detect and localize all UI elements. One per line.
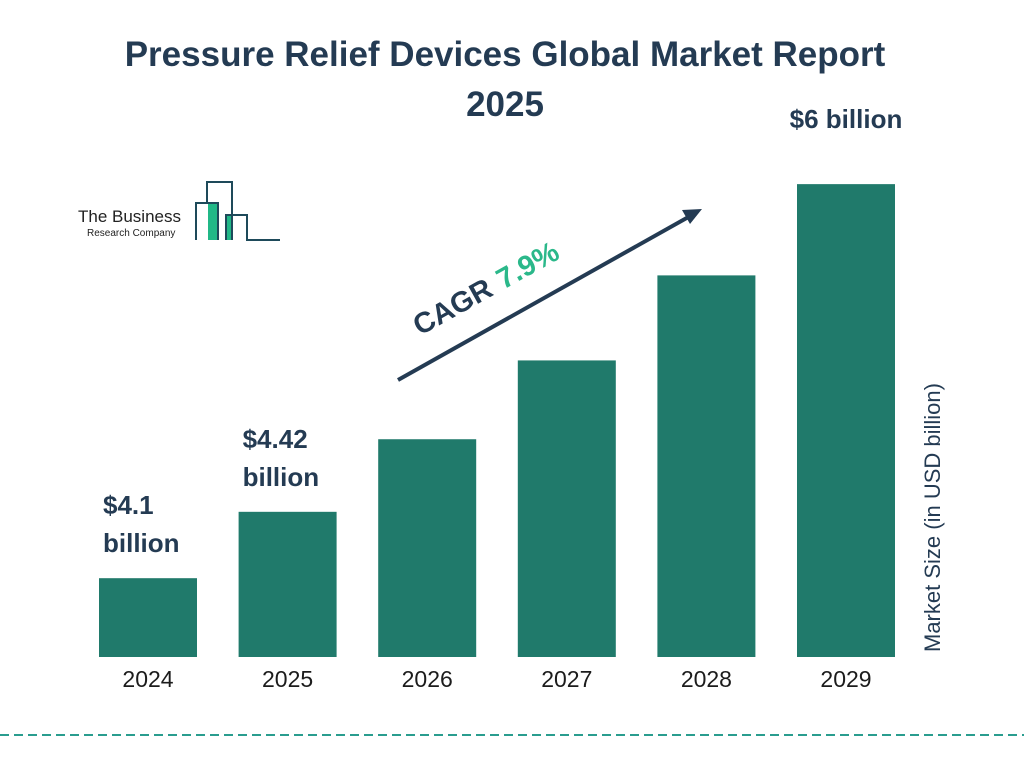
logo-building-2 <box>206 181 233 240</box>
logo-building-3 <box>225 214 280 241</box>
cagr-value: 7.9% <box>491 236 565 296</box>
cagr-annotation: CAGR7.9% <box>397 209 702 382</box>
logo-line2: Research Company <box>87 228 175 239</box>
bar-2029 <box>797 184 895 658</box>
logo-bar-accent-small <box>227 216 232 240</box>
bar-2027 <box>517 360 616 657</box>
data-label: $4.1 <box>103 490 154 520</box>
logo: The Business Research Company <box>78 181 280 241</box>
data-label: billion <box>243 462 320 492</box>
logo-bar-accent <box>208 203 218 240</box>
cagr-arrow-line <box>397 213 693 382</box>
logo-line1: The Business <box>78 207 181 226</box>
bar-2024 <box>99 578 197 657</box>
cagr-label: CAGR7.9% <box>408 236 565 342</box>
data-label: billion <box>103 528 180 558</box>
bar-2028 <box>657 275 756 657</box>
y-axis-label: Market Size (in USD billion) <box>920 383 945 652</box>
chart-title: Pressure Relief Devices Global Market Re… <box>124 35 886 124</box>
cagr-arrow-head <box>682 209 702 224</box>
bar-2025 <box>238 511 337 657</box>
bar-2026 <box>378 439 477 657</box>
x-tick-label: 2024 <box>122 666 173 692</box>
x-tick-label: 2026 <box>402 666 453 692</box>
x-tick-label: 2027 <box>541 666 592 692</box>
data-label: $6 billion <box>790 104 903 134</box>
data-label: $4.42 <box>243 424 308 454</box>
x-tick-label: 2029 <box>820 666 871 692</box>
x-tick-label: 2028 <box>681 666 732 692</box>
x-tick-label: 2025 <box>262 666 313 692</box>
